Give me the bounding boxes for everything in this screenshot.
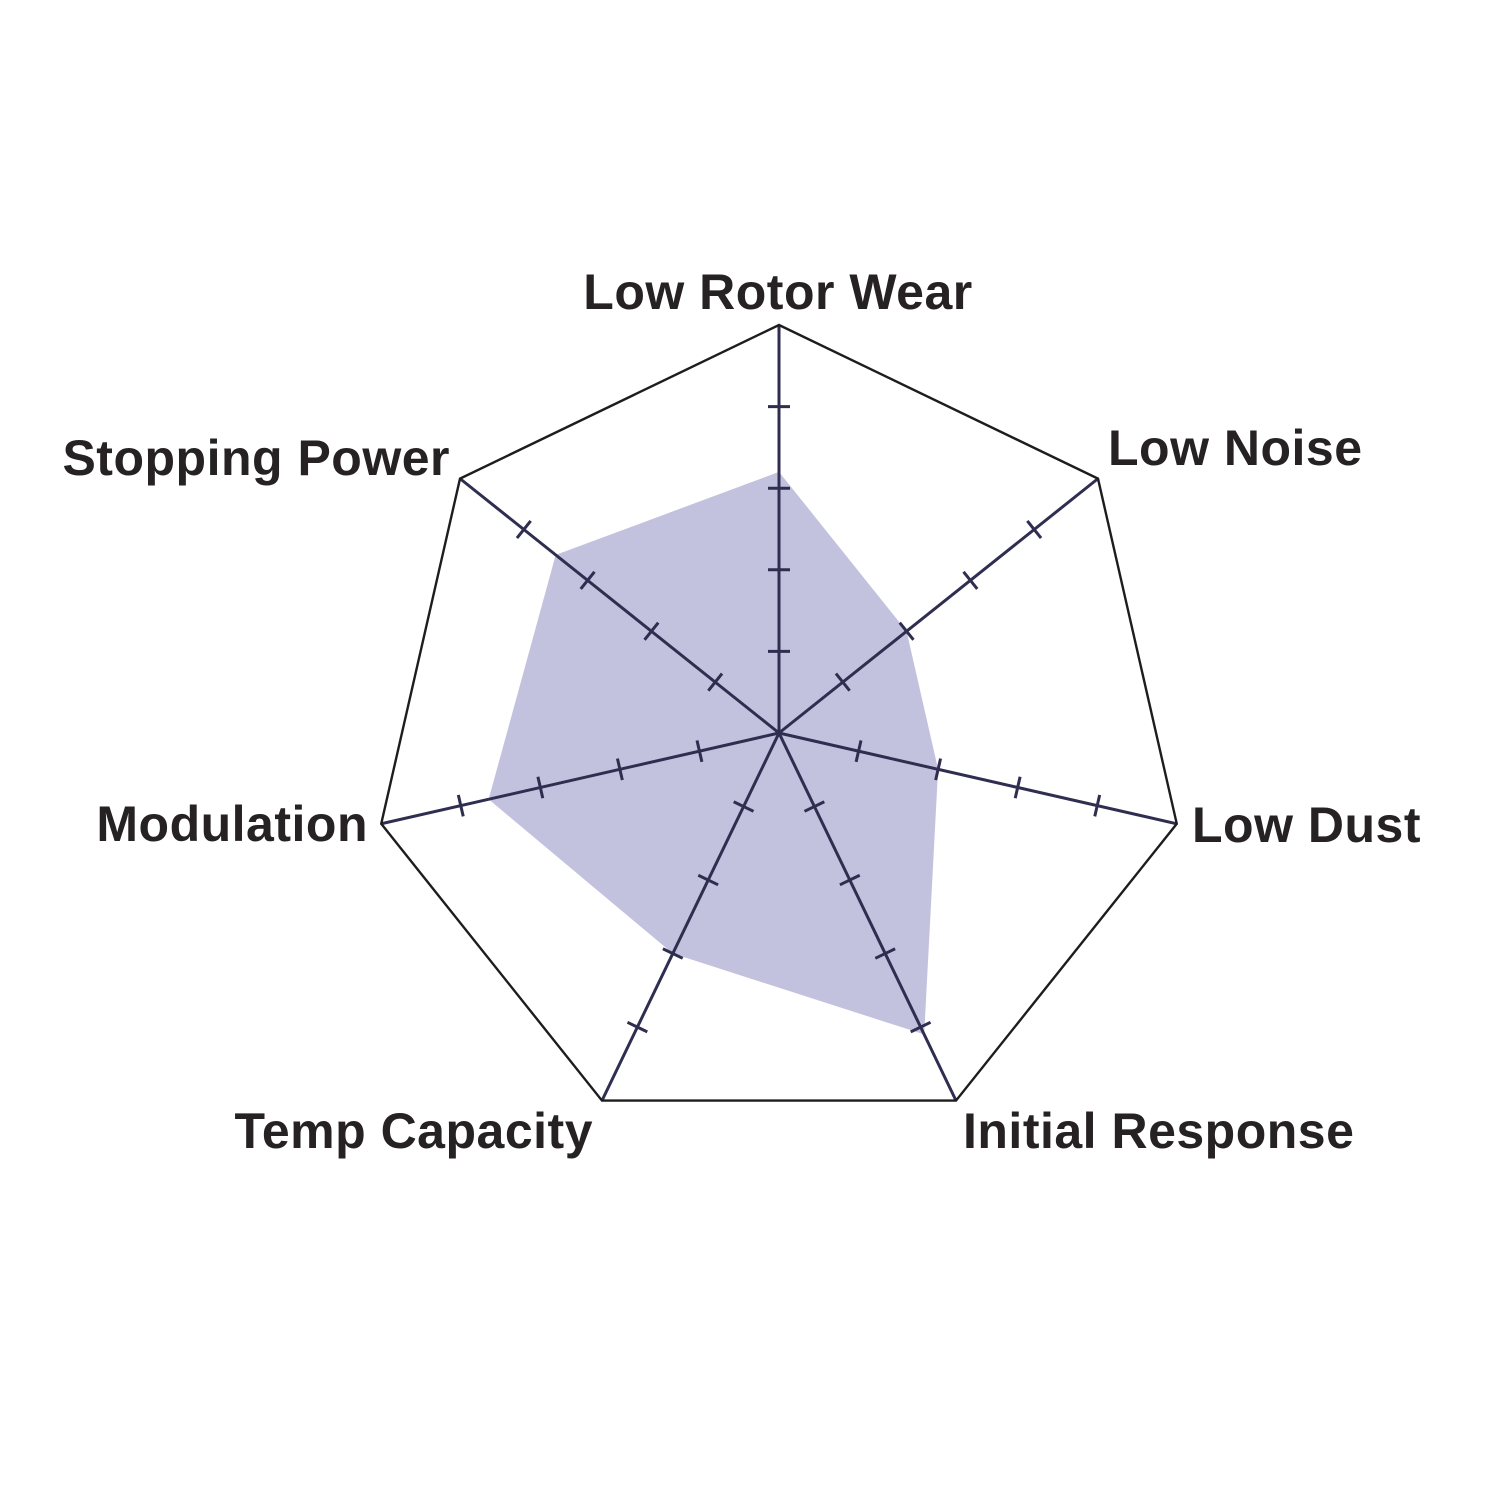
axis-label-initial-response: Initial Response xyxy=(963,1103,1355,1159)
axis-label-low-rotor-wear: Low Rotor Wear xyxy=(583,264,973,320)
axis-tick xyxy=(456,794,465,817)
axis-tick xyxy=(839,873,861,887)
axis-label-low-noise: Low Noise xyxy=(1108,420,1363,476)
axis-tick xyxy=(834,672,851,692)
axis-tick xyxy=(643,621,660,641)
axis-tick xyxy=(733,800,755,813)
axis-tick xyxy=(874,947,896,960)
axis-label-low-dust: Low Dust xyxy=(1192,797,1421,853)
axis-tick xyxy=(626,1020,648,1034)
axis-spoke xyxy=(778,477,1099,735)
axis-tick xyxy=(662,947,684,960)
axis-tick xyxy=(579,570,596,590)
axis-spoke xyxy=(777,732,958,1102)
axis-spoke xyxy=(778,731,1178,826)
axis-tick xyxy=(962,570,979,590)
axis-label-temp-capacity: Temp Capacity xyxy=(234,1103,593,1159)
axis-tick xyxy=(854,740,863,763)
axis-spoke xyxy=(459,477,780,735)
axis-tick xyxy=(1093,794,1102,817)
axis-tick xyxy=(1026,519,1043,540)
axis-spoke xyxy=(600,732,781,1102)
axis-tick xyxy=(934,758,943,781)
axis-tick xyxy=(695,740,704,763)
axis-tick xyxy=(515,519,532,540)
outer-ring xyxy=(379,323,1179,1102)
axis-tick xyxy=(707,672,724,692)
axis-tick xyxy=(803,800,825,813)
data-polygon xyxy=(488,471,939,1035)
axis-tick xyxy=(615,758,624,781)
axis-label-modulation: Modulation xyxy=(96,796,368,852)
axis-label-stopping-power: Stopping Power xyxy=(62,430,450,486)
axis-tick xyxy=(536,776,545,799)
axis-tick xyxy=(1013,776,1022,799)
axis-tick xyxy=(898,621,915,641)
axis-tick xyxy=(910,1020,932,1034)
axis-tick xyxy=(697,873,719,887)
axis-spoke xyxy=(380,731,780,826)
